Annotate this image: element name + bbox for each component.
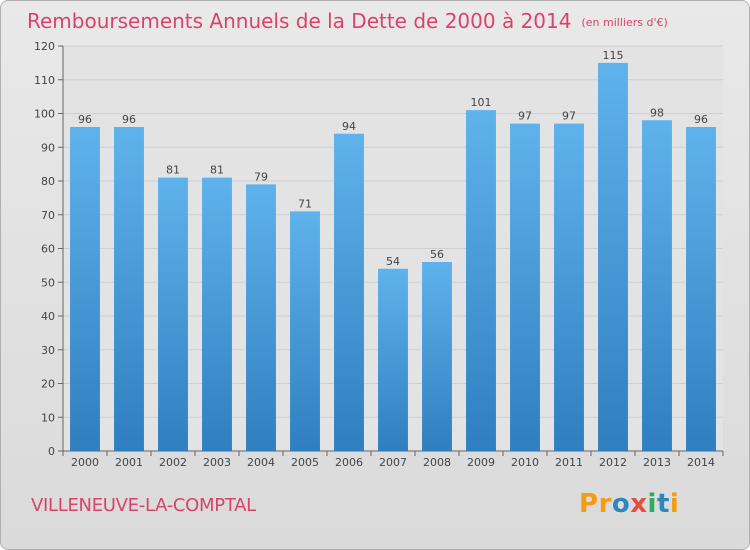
y-tick-label: 120 xyxy=(34,40,55,53)
logo-letter: P xyxy=(579,489,599,519)
bar-2005 xyxy=(290,211,320,451)
y-tick-label: 90 xyxy=(41,141,55,154)
bar-2007 xyxy=(378,268,408,451)
x-tick-label: 2008 xyxy=(423,456,451,469)
y-tick-label: 40 xyxy=(41,310,55,323)
bar-2011 xyxy=(554,123,584,451)
y-tick-label: 60 xyxy=(41,243,55,256)
chart-title: Remboursements Annuels de la Dette de 20… xyxy=(27,9,668,33)
bar-2013 xyxy=(642,120,672,451)
data-label-2012: 115 xyxy=(603,49,624,62)
x-tick-label: 2013 xyxy=(643,456,671,469)
bar-2006 xyxy=(334,133,364,451)
chart-unit-label: (en milliers d'€) xyxy=(581,16,668,29)
y-tick-label: 110 xyxy=(34,74,55,87)
x-tick-label: 2001 xyxy=(115,456,143,469)
data-label-2010: 97 xyxy=(518,110,532,123)
commune-name: VILLENEUVE-LA-COMPTAL xyxy=(31,495,256,516)
logo-letter: i xyxy=(669,489,680,519)
x-tick-label: 2000 xyxy=(71,456,99,469)
y-tick-label: 50 xyxy=(41,276,55,289)
proxiti-logo[interactable]: Proxiti xyxy=(579,489,679,519)
data-label-2008: 56 xyxy=(430,248,444,261)
x-tick-label: 2014 xyxy=(687,456,715,469)
y-tick-label: 70 xyxy=(41,209,55,222)
bar-2003 xyxy=(202,177,232,451)
data-label-2003: 81 xyxy=(210,164,224,177)
logo-letter: o xyxy=(611,489,631,519)
data-label-2009: 101 xyxy=(471,96,492,109)
data-label-2014: 96 xyxy=(694,113,708,126)
data-label-2005: 71 xyxy=(298,197,312,210)
data-label-2004: 79 xyxy=(254,170,268,183)
y-tick-label: 100 xyxy=(34,108,55,121)
x-tick-label: 2004 xyxy=(247,456,275,469)
logo-letter: x xyxy=(630,489,648,519)
x-tick-label: 2012 xyxy=(599,456,627,469)
x-tick-label: 2010 xyxy=(511,456,539,469)
x-tick-label: 2006 xyxy=(335,456,363,469)
data-label-2011: 97 xyxy=(562,110,576,123)
data-label-2013: 98 xyxy=(650,106,664,119)
logo-letter: i xyxy=(647,489,657,519)
data-label-2006: 94 xyxy=(342,120,356,133)
bar-2008 xyxy=(422,262,452,451)
bar-2010 xyxy=(510,123,540,451)
bar-2001 xyxy=(114,127,144,451)
logo-letter: r xyxy=(598,489,612,519)
x-tick-label: 2002 xyxy=(159,456,187,469)
data-label-2000: 96 xyxy=(78,113,92,126)
logo-letter: t xyxy=(656,489,670,519)
chart-title-text: Remboursements Annuels de la Dette de 20… xyxy=(27,9,572,33)
y-tick-label: 0 xyxy=(48,445,55,458)
y-tick-label: 20 xyxy=(41,378,55,391)
bar-2009 xyxy=(466,110,496,451)
y-tick-label: 80 xyxy=(41,175,55,188)
y-tick-label: 10 xyxy=(41,411,55,424)
x-tick-label: 2005 xyxy=(291,456,319,469)
bars xyxy=(70,62,716,451)
tick-labels: 0 10 20 30 40 50 60 70 80 90 100 110 120 2000 2001 2002… xyxy=(34,40,715,469)
x-tick-label: 2007 xyxy=(379,456,407,469)
data-labels: 96 96 81 81 79 71 94 54 56 101 97 97 115 98 96 xyxy=(78,49,708,268)
x-tick-label: 2011 xyxy=(555,456,583,469)
bar-2012 xyxy=(598,62,628,451)
x-tick-label: 2009 xyxy=(467,456,495,469)
bar-2002 xyxy=(158,177,188,451)
y-tick-label: 30 xyxy=(41,344,55,357)
bar-2000 xyxy=(70,127,100,451)
bar-2004 xyxy=(246,184,276,451)
data-label-2002: 81 xyxy=(166,164,180,177)
bar-2014 xyxy=(686,127,716,451)
x-tick-label: 2003 xyxy=(203,456,231,469)
data-label-2001: 96 xyxy=(122,113,136,126)
data-label-2007: 54 xyxy=(386,255,400,268)
